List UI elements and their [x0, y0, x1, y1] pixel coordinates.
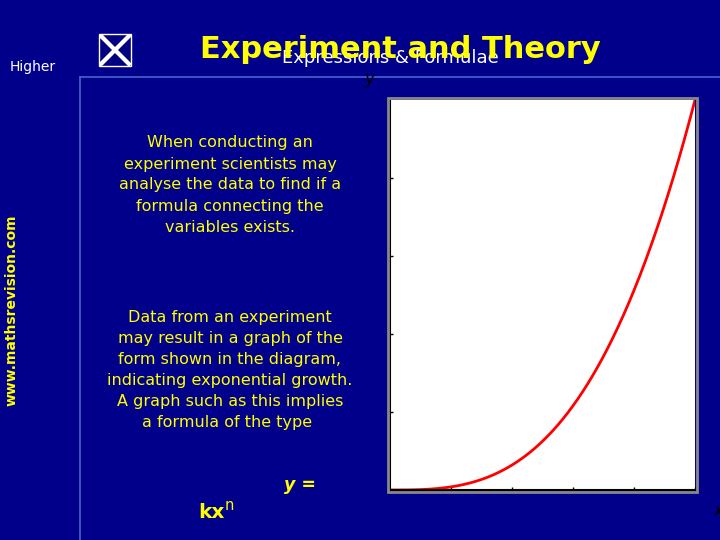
Text: Data from an experiment
may result in a graph of the
form shown in the diagram,
: Data from an experiment may result in a …	[107, 310, 353, 430]
FancyBboxPatch shape	[99, 34, 131, 66]
Text: y: y	[365, 70, 374, 89]
Text: Higher: Higher	[10, 60, 56, 74]
Text: kx: kx	[199, 503, 225, 522]
Text: Expressions & Formulae: Expressions & Formulae	[282, 49, 498, 67]
Text: When conducting an
experiment scientists may
analyse the data to find if a
formu: When conducting an experiment scientists…	[119, 136, 341, 234]
Text: n: n	[225, 497, 235, 512]
Text: www.mathsrevision.com: www.mathsrevision.com	[5, 214, 19, 406]
Text: x: x	[714, 502, 720, 519]
Text: Experiment and Theory: Experiment and Theory	[199, 36, 600, 64]
Text: y =: y =	[284, 476, 316, 494]
